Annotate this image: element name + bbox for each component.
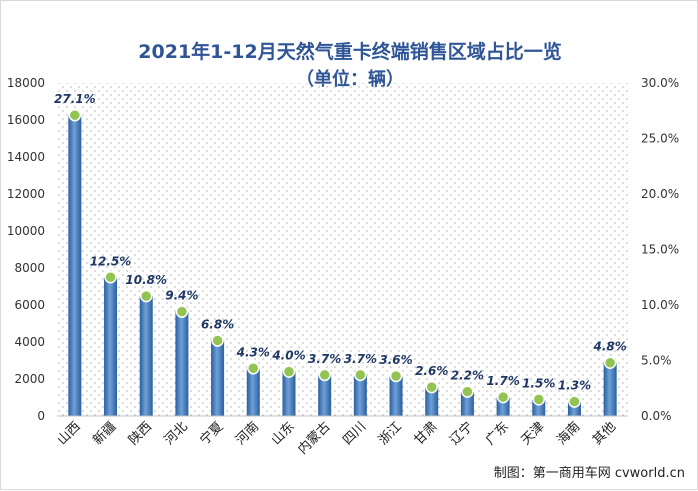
x-tick-label: 广东: [483, 419, 512, 448]
share-data-label: 2.2%: [451, 369, 484, 383]
x-tick-label: 山西: [55, 419, 84, 448]
x-tick-label: 山东: [269, 419, 298, 448]
bar: [68, 116, 82, 417]
share-data-label: 2.6%: [415, 364, 448, 378]
y-right-tick-label: 15.0%: [641, 243, 679, 257]
y-right-tick-label: 20.0%: [641, 187, 679, 201]
y-left-tick-label: 4000: [14, 335, 45, 349]
y-left-tick-label: 10000: [7, 224, 45, 238]
share-data-label: 3.7%: [308, 352, 341, 366]
bar: [460, 391, 474, 416]
y-left-tick-label: 14000: [7, 150, 45, 164]
share-point: [104, 271, 117, 284]
y-left-tick-label: 18000: [7, 76, 45, 90]
x-tick-label: 四川: [340, 419, 369, 448]
bar: [211, 340, 225, 416]
share-point: [68, 108, 82, 122]
x-tick-label: 河北: [162, 419, 191, 448]
share-data-label: 1.3%: [558, 379, 591, 393]
share-point: [496, 390, 510, 404]
x-tick-label: 内蒙古: [295, 419, 334, 458]
x-tick-label: 陕西: [126, 419, 155, 448]
x-tick-label: 河南: [232, 419, 262, 449]
bar: [175, 312, 189, 416]
bar: [246, 368, 260, 416]
y-right-tick-label: 10.0%: [641, 298, 679, 312]
y-left-tick-label: 0: [37, 409, 45, 423]
share-data-label: 4.8%: [593, 340, 627, 354]
share-point: [603, 356, 617, 369]
y-right-tick-label: 5.0%: [641, 354, 672, 368]
bar: [389, 376, 403, 416]
x-tick-label: 天津: [519, 419, 548, 448]
y-left-tick-label: 8000: [14, 261, 45, 275]
y-left-tick-label: 16000: [7, 113, 45, 127]
chart-credit: 制图：第一商用车网 cvworld.cn: [493, 466, 685, 481]
bar: [282, 371, 296, 416]
share-point: [211, 334, 224, 347]
x-tick-label: 浙江: [376, 419, 405, 448]
y-right-tick-label: 0.0%: [641, 409, 672, 423]
x-tick-label: 辽宁: [447, 419, 477, 449]
y-right-tick-label: 25.0%: [641, 132, 679, 146]
x-tick-label: 新疆: [90, 419, 120, 449]
x-tick-label: 其他: [590, 419, 619, 448]
share-data-label: 4.0%: [271, 349, 305, 363]
x-tick-label: 海南: [554, 419, 584, 449]
share-data-label: 4.3%: [236, 345, 270, 359]
y-left-tick-label: 6000: [14, 298, 45, 312]
chart-title: 2021年1-12月天然气重卡终端销售区域占比一览: [138, 41, 562, 63]
share-point: [532, 393, 546, 406]
x-tick-label: 甘肃: [412, 419, 441, 448]
bar: [104, 277, 118, 416]
share-point: [389, 369, 403, 383]
bar: [353, 375, 367, 416]
x-tick-label: 宁夏: [197, 419, 227, 449]
share-point: [175, 305, 189, 318]
share-data-label: 3.7%: [344, 352, 377, 366]
share-point: [425, 380, 438, 394]
share-data-label: 27.1%: [54, 92, 96, 106]
share-point: [354, 368, 367, 382]
share-point: [568, 395, 581, 408]
share-point: [139, 289, 153, 303]
bar: [603, 362, 617, 416]
y-right-tick-label: 30.0%: [641, 76, 679, 90]
share-data-label: 1.7%: [486, 374, 519, 388]
share-data-label: 3.6%: [379, 353, 412, 367]
y-left-tick-label: 2000: [14, 372, 45, 386]
y-left-tick-label: 12000: [7, 187, 45, 201]
bar: [139, 296, 153, 416]
share-point: [247, 362, 260, 375]
share-data-label: 6.8%: [201, 318, 234, 332]
share-point: [318, 368, 331, 382]
share-data-label: 10.8%: [125, 273, 167, 287]
share-data-label: 12.5%: [90, 254, 132, 268]
bar: [318, 374, 332, 416]
share-point: [461, 385, 474, 398]
share-data-label: 1.5%: [522, 376, 555, 390]
share-data-label: 9.4%: [165, 289, 198, 303]
bar: [425, 387, 439, 416]
share-point: [282, 365, 296, 378]
